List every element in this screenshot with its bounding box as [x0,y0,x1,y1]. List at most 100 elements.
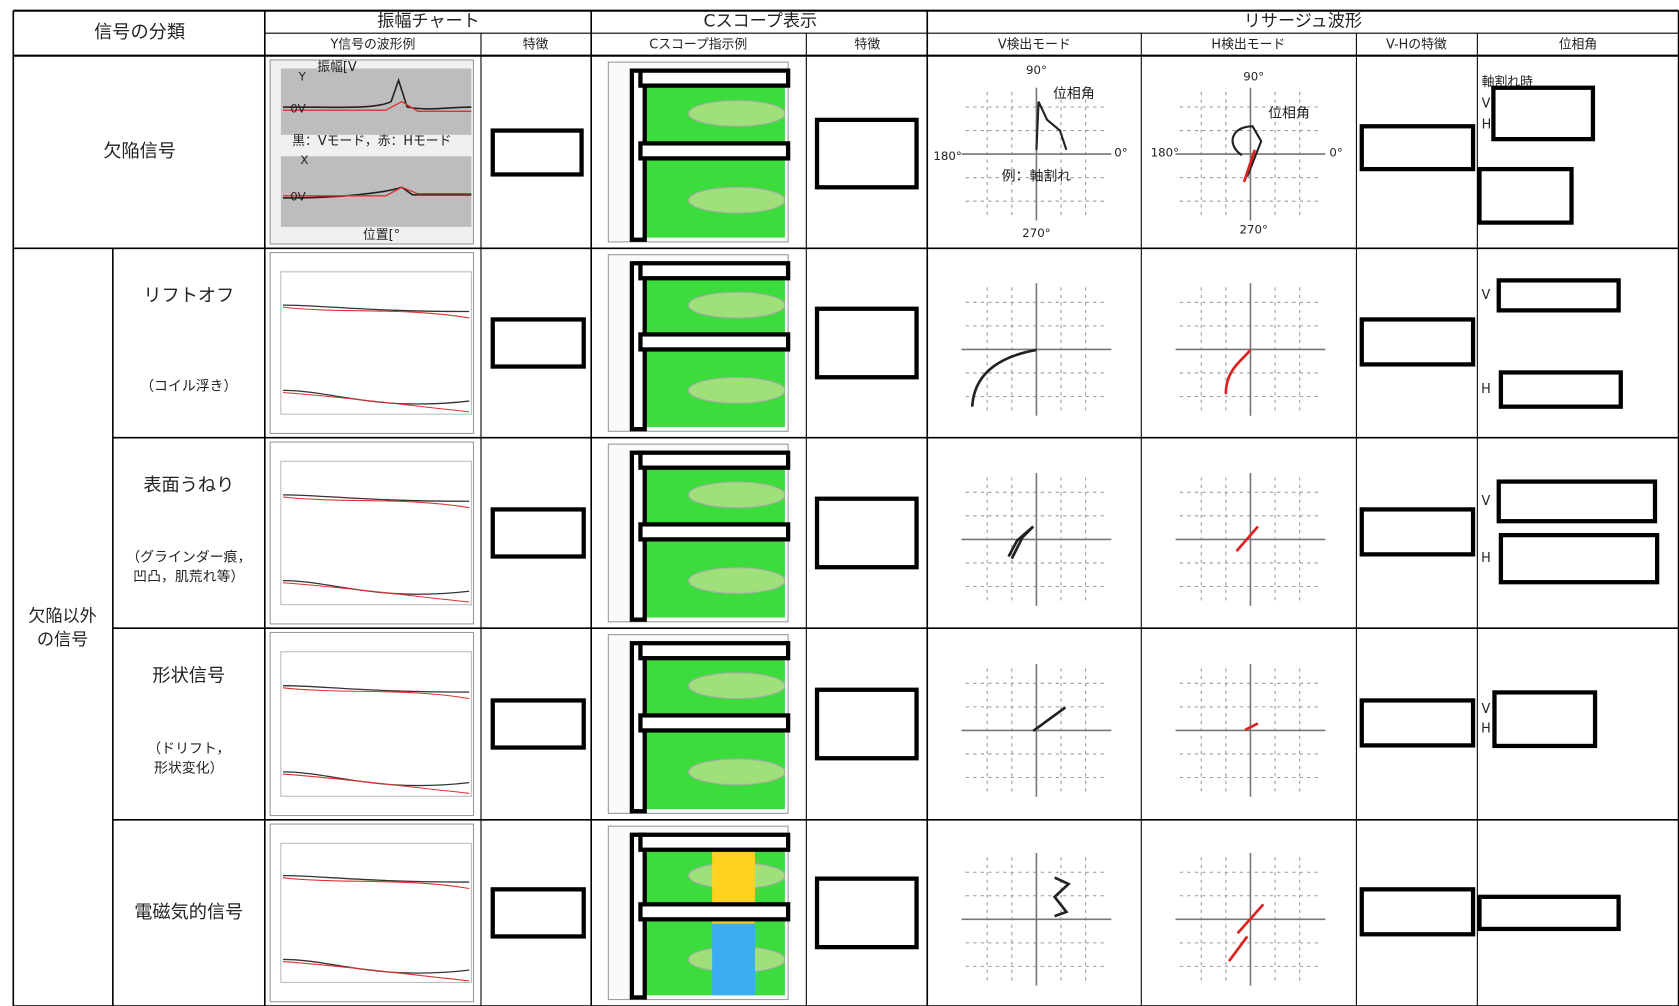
label: 0° [1329,146,1342,160]
answer-box [1362,126,1473,169]
marker-bar [640,715,788,730]
label: 例：軸割れ [1002,168,1072,185]
label: 位相角 [1053,86,1095,102]
answer-box [1501,535,1657,582]
answer-box [1499,280,1619,310]
answer-box [817,309,917,377]
cscope-indication [689,187,785,213]
label: 特徴 [854,37,880,52]
label: 欠陥信号 [103,141,176,162]
plot-area [281,156,471,227]
marker-bar [640,334,788,349]
cscope-indication [689,673,785,699]
marker-bar [640,643,788,658]
marker-bar [640,835,788,850]
label: リサージュ波形 [1244,11,1362,31]
cscope-indication [689,378,785,404]
label: 特徴 [523,37,549,52]
label: 形状信号 [152,665,225,686]
answer-box [493,700,584,747]
cscope-indication [689,482,785,508]
trace [1233,126,1262,176]
trace [1036,102,1066,150]
cscope-indication [689,101,785,127]
label: 180° [1151,146,1179,160]
answer-box [817,499,917,567]
marker-bar [640,904,788,919]
label: （ドリフト， [147,741,230,757]
label: 電磁気的信号 [134,902,243,923]
marker-bar [640,453,788,468]
label: 180° [933,149,961,163]
label: 270° [1240,223,1268,237]
label: 90° [1243,70,1264,84]
label: H [1482,118,1492,133]
answer-box [1501,372,1621,406]
label: V [1482,288,1491,303]
label: リフトオフ [143,285,234,306]
label: 表面うねり [143,475,234,496]
answer-box [493,131,582,175]
trace [1245,723,1258,729]
label: Y信号の波形例 [329,37,415,52]
answer-box [1493,88,1593,139]
answer-box [817,120,917,187]
marker-bar [640,143,788,158]
answer-box [1499,482,1655,522]
cscope-indication [689,568,785,594]
label: の信号 [37,630,88,650]
answer-box [1479,897,1618,929]
label: 形状変化） [154,759,224,776]
label: （グラインダー痕， [126,550,251,566]
plot-area [281,68,471,134]
label: H [1481,721,1491,736]
label: Y [298,70,307,84]
answer-box [1362,889,1473,934]
trace [1226,350,1251,394]
label: 振幅チャート [377,11,480,31]
marker-bar [640,71,788,86]
answer-box [1479,169,1571,223]
answer-box [493,889,584,936]
plot-area [281,652,471,796]
answer-box [493,319,584,366]
label: 270° [1022,226,1050,240]
label: 黒：Vモード，赤：Hモード [292,134,451,149]
label: 0V [290,189,306,203]
label: 位置[° [363,228,400,243]
label: 凹凸，肌荒れ等） [133,568,244,585]
label: 0V [290,102,306,116]
label: Cスコープ指示例 [649,37,747,52]
cscope-indication [712,924,755,996]
label: V [1482,494,1491,509]
label: Cスコープ表示 [704,11,818,31]
label: 90° [1026,63,1047,77]
label: H [1481,551,1491,566]
marker-bar [640,524,788,539]
cscope-indication [689,292,785,318]
answer-box [1494,692,1595,746]
cscope-indication [689,759,785,785]
answer-box [1362,509,1473,554]
label: 位相角 [1268,105,1310,121]
label: 信号の分類 [94,22,185,43]
label: H [1481,382,1491,397]
answer-box [817,879,917,947]
label: V-Hの特徴 [1386,37,1447,52]
answer-box [1362,700,1473,745]
answer-box [493,509,584,556]
label: 0° [1114,146,1127,160]
label: H検出モード [1211,37,1285,52]
trace [1033,707,1065,731]
label: 振幅[V [317,60,357,75]
label: X [300,153,308,167]
label: 欠陥以外 [28,606,96,626]
signal-table: 信号の分類 振幅チャート Cスコープ表示 リサージュ波形 Y信号の波形例 特徴 Cスコープ指… [0,0,1679,1006]
answer-box [817,690,917,758]
trace [1229,904,1263,961]
label: V検出モード [998,37,1071,52]
answer-box [1362,319,1473,364]
label: （コイル浮き） [140,378,237,394]
label: V [1482,702,1491,717]
marker-bar [640,263,788,278]
